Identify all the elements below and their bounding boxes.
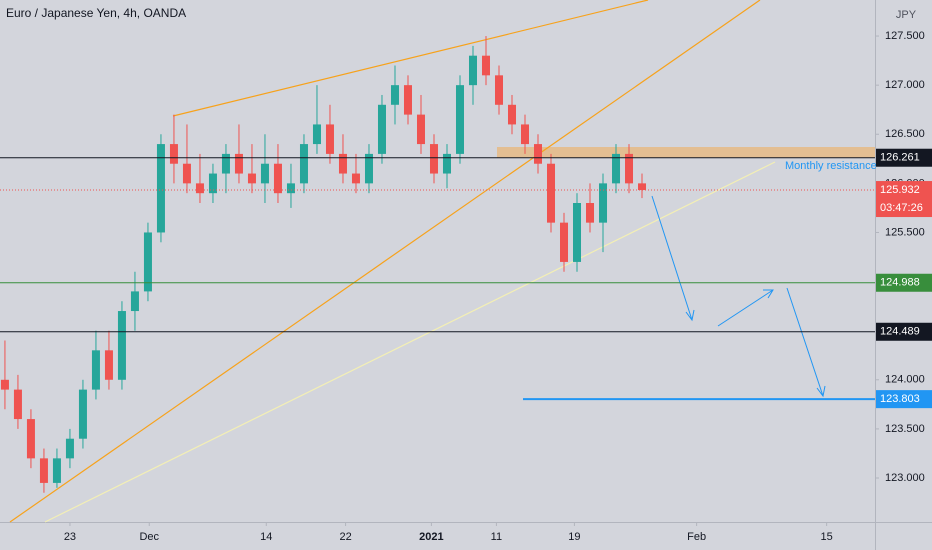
chart-title: Euro / Japanese Yen, 4h, OANDA xyxy=(6,6,186,20)
level-label: 124.988 xyxy=(880,277,920,289)
y-tick-label: 127.500 xyxy=(885,30,925,42)
candle-body xyxy=(599,183,608,223)
y-tick-label: 123.000 xyxy=(885,472,925,484)
candle-body xyxy=(78,389,87,439)
candle-body xyxy=(521,124,529,145)
candle-body xyxy=(65,438,74,459)
currency-label: JPY xyxy=(896,9,917,21)
level-label-bg xyxy=(876,390,932,409)
y-tick-label: 123.500 xyxy=(885,423,925,435)
candle-body xyxy=(351,173,360,184)
candle-body xyxy=(312,124,321,145)
x-tick-label: 2021 xyxy=(419,531,443,543)
x-tick-label: 14 xyxy=(260,531,272,543)
candle-body xyxy=(638,183,647,191)
candle-body xyxy=(507,104,516,125)
candle-body xyxy=(195,183,204,194)
candle-body xyxy=(286,183,295,194)
candle-body xyxy=(494,75,503,105)
candle-body xyxy=(442,153,451,174)
arrows xyxy=(651,195,826,398)
y-tick-label: 126.500 xyxy=(885,128,925,140)
candle-body xyxy=(143,232,152,292)
candle-body xyxy=(91,350,100,390)
level-label-bg xyxy=(876,322,932,341)
level-label: 126.261 xyxy=(880,152,920,164)
candle-body xyxy=(234,153,243,174)
candle-body xyxy=(338,153,347,174)
y-tick-label: 127.000 xyxy=(885,79,925,91)
candle-body xyxy=(260,163,269,184)
x-tick-label: 11 xyxy=(491,531,502,543)
trend-line xyxy=(44,161,776,523)
candle-body xyxy=(573,203,582,262)
candle-body xyxy=(468,55,477,86)
candle-body xyxy=(169,144,178,164)
x-tick-label: 19 xyxy=(568,531,580,543)
candle-body xyxy=(182,163,191,184)
candle-body xyxy=(52,458,61,483)
candle-body xyxy=(104,350,113,380)
candle-body xyxy=(547,163,556,223)
level-label-bg xyxy=(876,273,932,292)
annotation: Monthly resistance xyxy=(785,160,877,172)
candle-body xyxy=(560,222,569,262)
candle-body xyxy=(208,173,217,194)
candle-body xyxy=(117,311,126,380)
last-price-bg xyxy=(876,181,932,218)
x-tick-label: 22 xyxy=(339,531,351,543)
candle-body xyxy=(455,85,464,154)
candle-body xyxy=(39,458,48,483)
candle-body xyxy=(429,144,438,174)
level-label: 123.803 xyxy=(880,393,920,405)
resistance-zone xyxy=(497,147,875,158)
candle-body xyxy=(221,153,230,174)
y-tick-label: 124.000 xyxy=(885,374,925,386)
candle-body xyxy=(586,203,595,223)
x-tick-label: 15 xyxy=(821,531,833,543)
candle-body xyxy=(130,291,139,312)
trend-line xyxy=(9,0,761,523)
candle-body xyxy=(325,124,334,154)
countdown: 03:47:26 xyxy=(880,202,923,214)
last-price-label: 125.932 xyxy=(880,184,920,196)
y-tick-label: 125.500 xyxy=(885,226,925,238)
candle-body xyxy=(612,153,621,184)
candle-body xyxy=(390,85,399,105)
level-label-bg xyxy=(876,148,932,167)
candle-body xyxy=(247,173,256,184)
x-tick-label: 23 xyxy=(64,531,76,543)
candle-body xyxy=(299,144,308,184)
candle-body xyxy=(625,153,634,184)
trend-line xyxy=(172,0,649,117)
candle-body xyxy=(481,55,490,76)
candle-body xyxy=(377,104,386,154)
candle-body xyxy=(416,114,425,145)
x-tick-label: Feb xyxy=(687,531,706,543)
candle-body xyxy=(403,85,412,115)
candle-body xyxy=(26,419,35,459)
x-tick-label: Dec xyxy=(139,531,159,543)
candle-body xyxy=(156,144,165,233)
candle-body xyxy=(364,153,373,184)
level-label: 124.489 xyxy=(880,326,920,338)
candle-body xyxy=(0,379,9,390)
candle-body xyxy=(273,163,282,194)
candle-body xyxy=(13,389,22,420)
candle-body xyxy=(534,144,543,164)
